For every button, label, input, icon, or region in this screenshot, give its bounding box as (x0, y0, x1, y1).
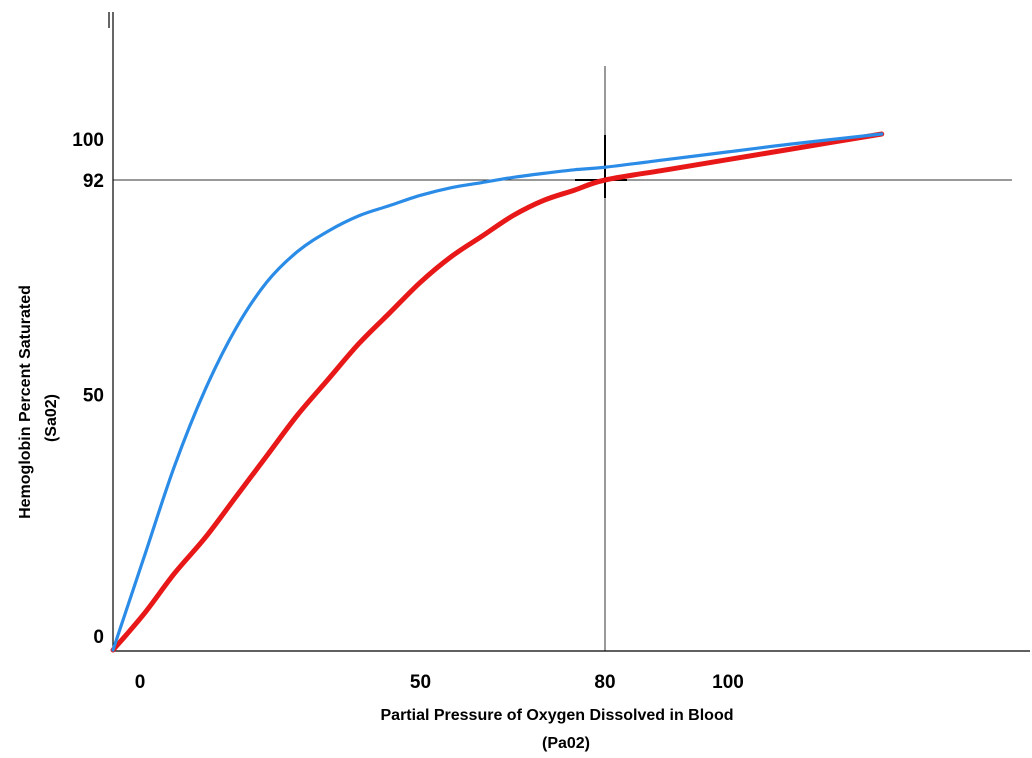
y-tick-label: 100 (72, 130, 104, 151)
series-red-line (110, 131, 885, 653)
x-tick-label: 80 (594, 672, 615, 693)
x-tick-label: 0 (135, 672, 146, 693)
reference-lines-layer (113, 66, 1012, 651)
series-blue-line (111, 132, 884, 652)
tick-labels-layer: 0 50 80 100 0 50 92 100 (72, 130, 744, 693)
axes-layer (108, 12, 1030, 652)
y-tick-label: 0 (93, 627, 104, 648)
x-tick-label: 100 (712, 672, 744, 693)
axis-titles-layer: Partial Pressure of Oxygen Dissolved in … (17, 285, 734, 752)
series-layer (110, 131, 885, 653)
y-axis-title: Hemoglobin Percent Saturated (17, 285, 34, 519)
y-tick-label: 50 (83, 386, 104, 407)
x-axis-subtitle: (Pa02) (542, 735, 590, 752)
x-axis-title: Partial Pressure of Oxygen Dissolved in … (381, 707, 734, 724)
y-axis-subtitle: (Sa02) (43, 394, 60, 442)
x-tick-label: 50 (410, 672, 431, 693)
y-tick-label: 92 (83, 171, 104, 192)
